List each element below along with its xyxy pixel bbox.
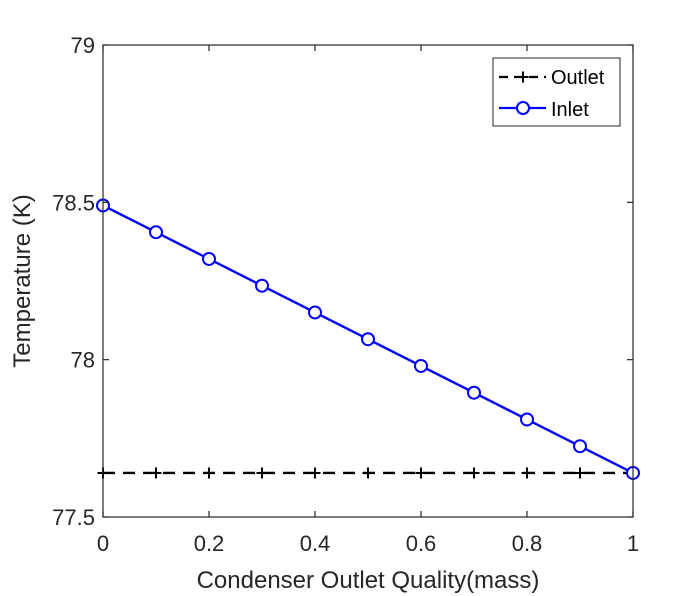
data-point-outlet — [203, 467, 215, 479]
data-point-inlet — [467, 385, 481, 400]
series-inlet — [96, 198, 640, 480]
x-tick-label: 0 — [97, 531, 109, 556]
data-point-outlet — [150, 467, 162, 479]
legend-box — [492, 57, 621, 127]
data-point-inlet — [361, 332, 375, 347]
x-tick-label: 0.8 — [512, 531, 543, 556]
data-point-inlet — [202, 251, 216, 266]
data-point-outlet — [415, 467, 427, 479]
legend-entry-outlet: Outlet — [499, 67, 605, 89]
data-point-inlet — [414, 358, 428, 373]
y-tick-label: 78.5 — [52, 190, 95, 215]
y-axis-label: Temperature (K) — [9, 194, 36, 367]
data-point-inlet — [573, 439, 587, 454]
data-point-outlet — [256, 467, 268, 479]
data-point-inlet — [520, 412, 534, 427]
tick-layer: 0 0.2 0.4 0.6 0.8 1 77.5 78 78.5 79 — [52, 33, 639, 556]
legend-entry-inlet: Inlet — [499, 99, 589, 121]
data-point-outlet — [468, 467, 480, 479]
x-tick-label: 0.6 — [406, 531, 437, 556]
legend-outlet-marker — [517, 71, 529, 83]
data-point-inlet — [308, 305, 322, 320]
legend-outlet-label: Outlet — [551, 67, 605, 89]
y-tick-label: 78 — [71, 348, 95, 373]
x-tick-label: 0.4 — [300, 531, 331, 556]
x-tick-label: 1 — [627, 531, 639, 556]
x-axis-label: Condenser Outlet Quality(mass) — [197, 567, 540, 594]
data-point-outlet — [574, 467, 586, 479]
legend-inlet-marker — [516, 101, 530, 115]
data-point-outlet — [362, 467, 374, 479]
data-point-inlet — [149, 225, 163, 240]
x-tick-label: 0.2 — [194, 531, 225, 556]
data-point-inlet — [255, 278, 269, 293]
series-layer — [96, 198, 640, 480]
y-tick-label: 77.5 — [52, 505, 95, 530]
data-point-outlet — [309, 467, 321, 479]
legend-inlet-label: Inlet — [551, 99, 589, 121]
plot-frame — [102, 44, 634, 518]
legend: Outlet Inlet — [492, 57, 621, 127]
data-point-outlet — [521, 467, 533, 479]
y-tick-label: 79 — [71, 33, 95, 58]
